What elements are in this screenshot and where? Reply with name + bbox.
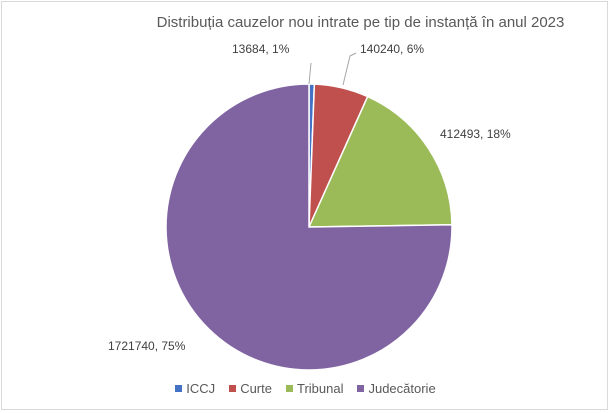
chart-title: Distribuția cauzelor nou intrate pe tip … [156, 14, 565, 31]
legend-swatch-judecătorie [357, 385, 365, 392]
legend-label-iccj: ICCJ [186, 381, 216, 396]
legend-label-curte: Curte [240, 381, 272, 396]
data-label-iccj: 13684, 1% [232, 42, 290, 56]
legend-swatch-iccj [175, 385, 183, 392]
data-label-judecătorie: 1721740, 75% [108, 339, 186, 353]
pie-slice-tribunal [307, 95, 453, 228]
legend-item-curte: Curte [229, 381, 272, 396]
legend-swatch-curte [229, 385, 237, 392]
leader-line-iccj [308, 62, 312, 85]
data-label-curte: 140240, 6% [360, 42, 424, 56]
data-label-tribunal: 412493, 18% [440, 127, 511, 141]
legend-label-tribunal: Tribunal [296, 381, 344, 396]
legend-label-judecătorie: Judecătorie [368, 381, 436, 396]
legend-item-tribunal: Tribunal [285, 381, 344, 396]
leader-line-curte [342, 52, 357, 86]
legend-item-judecătorie: Judecătorie [357, 381, 436, 396]
legend-item-iccj: ICCJ [175, 381, 215, 396]
pie-slice-judecătorie [165, 83, 453, 371]
legend-swatch-tribunal [285, 385, 293, 392]
chart-legend: ICCJ Curte Tribunal Judecătorie [0, 381, 611, 396]
